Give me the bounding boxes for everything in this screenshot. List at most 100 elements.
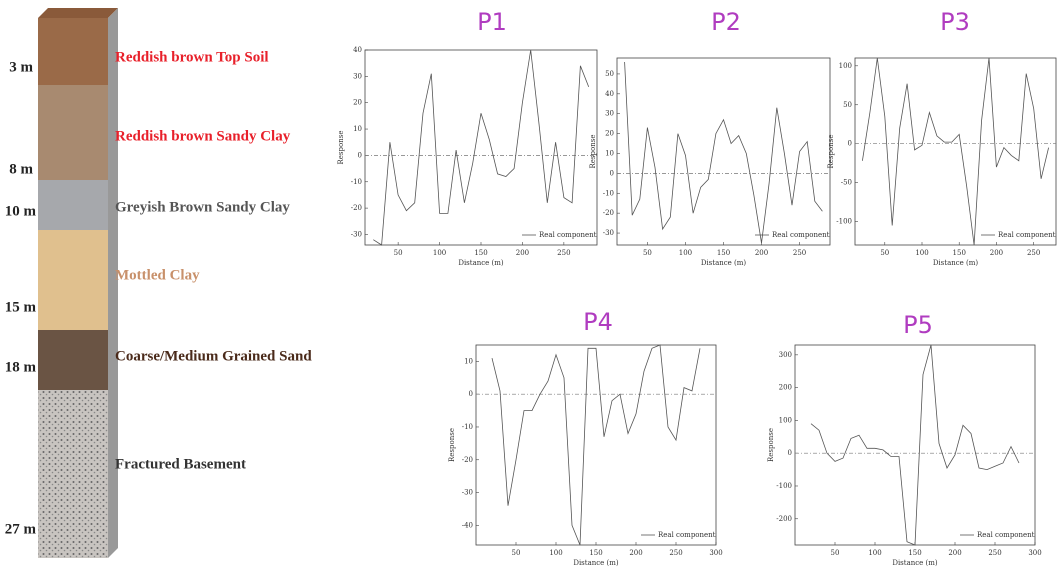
x-tick-label: 100	[549, 549, 562, 557]
x-tick-label: 100	[679, 249, 692, 257]
legend-label: Real component	[977, 531, 1035, 539]
x-axis-label: Distance (m)	[933, 259, 979, 267]
layer-fill	[38, 18, 108, 85]
y-tick-label: 40	[353, 46, 362, 54]
x-tick-label: 50	[512, 549, 521, 557]
x-tick-label: 200	[516, 249, 529, 257]
x-tick-label: 200	[990, 249, 1003, 257]
layer-fill	[38, 390, 108, 558]
x-tick-label: 200	[755, 249, 768, 257]
chart-title: P3	[940, 8, 970, 36]
x-tick-label: 150	[953, 249, 966, 257]
chart: P1 50 100 150 200 250 -30 -20 -10 0 10 20 30 40 Distan…	[337, 8, 598, 267]
data-line	[624, 61, 823, 244]
y-tick-label: 100	[839, 62, 852, 70]
layer-fill	[38, 330, 108, 390]
layer-fill	[38, 180, 108, 230]
layer-name: Fractured Basement	[115, 456, 246, 472]
x-tick-label: 150	[717, 249, 730, 257]
x-axis-label: Distance (m)	[458, 259, 504, 267]
y-tick-label: -20	[351, 204, 362, 212]
y-tick-label: 300	[779, 351, 792, 359]
y-axis-label: Response	[827, 135, 835, 169]
chart-title: P4	[583, 308, 613, 336]
y-axis-label: Response	[767, 428, 775, 462]
y-tick-label: 0	[610, 169, 614, 177]
x-tick-label: 100	[868, 549, 881, 557]
x-tick-label: 300	[709, 549, 722, 557]
column-side	[108, 8, 118, 558]
x-tick-label: 250	[557, 249, 570, 257]
data-line	[810, 344, 1020, 546]
chart-title: P1	[477, 8, 507, 36]
chart-title: P2	[711, 8, 741, 36]
layer-name: Coarse/Medium Grained Sand	[115, 348, 312, 364]
x-tick-label: 50	[394, 249, 403, 257]
x-tick-label: 250	[793, 249, 806, 257]
plot-frame	[794, 344, 1036, 546]
depth-label: 10 m	[5, 203, 37, 219]
y-tick-label: -30	[351, 230, 362, 238]
layer-name: Greyish Brown Sandy Clay	[115, 199, 290, 215]
x-axis-label: Distance (m)	[573, 559, 619, 567]
y-tick-label: 10	[605, 149, 614, 157]
plot-frame	[854, 57, 1057, 246]
legend-label: Real component	[658, 531, 716, 539]
x-tick-label: 50	[831, 549, 840, 557]
x-tick-label: 150	[908, 549, 921, 557]
y-tick-label: -200	[776, 515, 792, 523]
x-tick-label: 250	[669, 549, 682, 557]
chart: P3 50 100 150 200 250 -100 -50 0 50 100 Distance (m…	[827, 8, 1057, 267]
y-tick-label: -40	[462, 521, 473, 529]
layer-fill	[38, 85, 108, 180]
x-tick-label: 200	[948, 549, 961, 557]
plot-frame	[364, 49, 598, 246]
depth-label: 15 m	[5, 299, 37, 315]
y-tick-label: -50	[841, 179, 852, 187]
x-tick-label: 50	[880, 249, 889, 257]
data-line	[862, 57, 1049, 246]
y-tick-label: 0	[788, 449, 792, 457]
y-tick-label: 10	[353, 125, 362, 133]
data-line	[491, 344, 701, 546]
layer-name: Reddish brown Sandy Clay	[115, 128, 291, 144]
x-tick-label: 250	[1027, 249, 1040, 257]
depth-label: 27 m	[5, 521, 37, 537]
x-tick-label: 250	[988, 549, 1001, 557]
plot-frame	[475, 344, 717, 546]
chart: P4 50 100 150 200 250 300 -40 -30 -20 -10 0 10 Distan…	[448, 308, 723, 567]
chart-title: P5	[903, 311, 933, 339]
x-axis-label: Distance (m)	[892, 559, 938, 567]
y-tick-label: 30	[353, 72, 362, 80]
y-tick-label: 0	[848, 140, 852, 148]
soil-column: 3 m 8 m 10 m 15 m 18 m 27 m Reddish brow…	[5, 8, 312, 558]
x-tick-label: 50	[643, 249, 652, 257]
y-tick-label: 30	[605, 110, 614, 118]
layer-name: Reddish brown Top Soil	[115, 49, 269, 65]
column-top	[38, 8, 118, 18]
y-tick-label: 200	[779, 384, 792, 392]
y-tick-label: 50	[605, 70, 614, 78]
x-tick-label: 150	[589, 549, 602, 557]
layer-fill	[38, 230, 108, 330]
y-tick-label: -10	[603, 189, 614, 197]
depth-label: 18 m	[5, 359, 37, 375]
x-axis-label: Distance (m)	[701, 259, 747, 267]
y-tick-label: -30	[603, 229, 614, 237]
y-tick-label: 0	[358, 151, 362, 159]
y-tick-label: 40	[605, 90, 614, 98]
y-tick-label: -10	[462, 423, 473, 431]
y-axis-label: Response	[337, 131, 345, 165]
legend-label: Real component	[539, 231, 597, 239]
y-tick-label: 50	[843, 101, 852, 109]
y-tick-label: 0	[469, 390, 473, 398]
chart: P2 50 100 150 200 250 -30 -20 -10 0 10 20 30 40 50 Dist…	[589, 8, 831, 267]
x-tick-label: 100	[915, 249, 928, 257]
data-line	[373, 49, 590, 246]
layer-name: Mottled Clay	[115, 267, 200, 283]
y-axis-label: Response	[589, 135, 597, 169]
y-tick-label: 100	[779, 416, 792, 424]
y-tick-label: -20	[462, 456, 473, 464]
plot-frame	[616, 57, 831, 246]
y-tick-label: -20	[603, 209, 614, 217]
